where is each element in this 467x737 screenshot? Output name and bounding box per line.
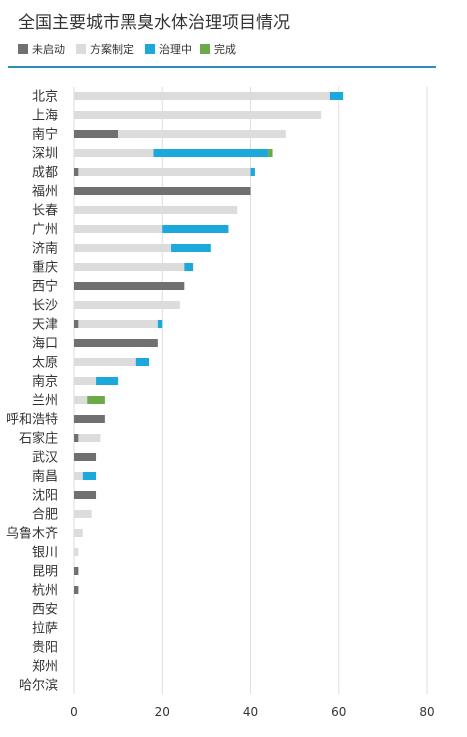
bar-18-series-0 (74, 434, 79, 442)
bar-2-series-0 (74, 130, 119, 138)
bar-6-series-1 (74, 206, 238, 214)
bar-14-series-1 (74, 358, 136, 366)
legend-label-not-started: 未启动 (32, 43, 65, 56)
category-label-12: 天津 (32, 318, 58, 333)
x-tick-labels: 0 20 40 60 80 (70, 705, 434, 719)
bar-12-series-0 (74, 320, 79, 328)
bar-16-series-3 (87, 396, 105, 404)
bar-13-series-0 (74, 339, 158, 347)
title-rule (8, 66, 436, 68)
bar-21-series-0 (74, 491, 97, 499)
bar-24-series-1 (74, 548, 79, 556)
legend-item-planning: 方案制定 (76, 42, 134, 58)
legend-item-in-progress: 治理中 (145, 42, 192, 58)
category-label-2: 南宁 (32, 127, 58, 143)
bar-0-series-2 (329, 92, 344, 100)
bar-0-series-1 (74, 92, 330, 100)
bar-2-series-1 (118, 130, 286, 138)
bar-11-series-1 (74, 301, 180, 309)
category-label-16: 兰州 (32, 394, 58, 409)
category-label-1: 上海 (32, 109, 58, 124)
category-label-19: 武汉 (32, 451, 58, 466)
category-label-11: 长沙 (32, 299, 58, 314)
bar-20-series-1 (74, 472, 83, 480)
category-label-28: 拉萨 (32, 622, 58, 637)
bar-16-series-1 (74, 396, 88, 404)
bar-8-series-2 (171, 244, 211, 252)
bar-8-series-1 (74, 244, 172, 252)
legend-item-completed: 完成 (200, 42, 236, 58)
category-label-7: 广州 (32, 223, 58, 238)
category-label-17: 呼和浩特 (6, 413, 58, 428)
category-label-23: 乌鲁木齐 (6, 526, 58, 542)
bar-4-series-1 (78, 168, 251, 176)
bar-5-series-0 (74, 187, 251, 195)
bar-15-series-1 (74, 377, 97, 385)
category-label-3: 深圳 (32, 147, 58, 162)
legend-swatch-completed (200, 44, 210, 54)
category-label-4: 成都 (32, 166, 58, 181)
category-label-25: 昆明 (32, 565, 58, 580)
bar-22-series-1 (74, 510, 92, 518)
bar-3-series-1 (74, 149, 154, 157)
legend-swatch-planning (76, 44, 86, 54)
category-label-26: 杭州 (32, 584, 58, 599)
category-label-24: 银川 (32, 546, 58, 561)
category-label-13: 海口 (32, 337, 58, 352)
bar-3-series-2 (153, 149, 269, 157)
bar-4-series-2 (250, 168, 255, 176)
bar-15-series-2 (96, 377, 119, 385)
bar-group (74, 92, 344, 594)
bar-12-series-2 (157, 320, 163, 328)
bar-14-series-2 (135, 358, 150, 366)
bar-23-series-1 (74, 529, 83, 537)
x-tick-label-60: 60 (331, 705, 346, 719)
category-label-22: 合肥 (32, 508, 58, 523)
bar-1-series-1 (74, 111, 322, 119)
category-label-10: 西宁 (32, 279, 58, 295)
chart-title: 全国主要城市黑臭水体治理项目情况 (18, 13, 290, 33)
category-label-9: 重庆 (32, 260, 58, 276)
category-label-30: 郑州 (32, 660, 58, 675)
category-label-31: 哈尔滨 (19, 678, 58, 694)
bar-17-series-0 (74, 415, 105, 423)
bar-18-series-1 (78, 434, 101, 442)
bar-12-series-1 (78, 320, 158, 328)
category-label-14: 太原 (32, 356, 58, 371)
category-label-8: 济南 (32, 241, 58, 257)
bar-26-series-0 (74, 586, 79, 594)
legend-swatch-not-started (18, 44, 28, 54)
category-labels: 北京上海南宁深圳成都福州长春广州济南重庆西宁长沙天津海口太原南京兰州呼和浩特石家… (6, 90, 58, 694)
bar-7-series-1 (74, 225, 163, 233)
x-tick-label-40: 40 (243, 705, 258, 719)
gridlines (73, 87, 428, 694)
category-label-29: 贵阳 (32, 641, 58, 656)
bar-10-series-0 (74, 282, 185, 290)
category-label-5: 福州 (32, 185, 58, 200)
x-tick-label-80: 80 (419, 705, 434, 719)
bar-25-series-0 (74, 567, 79, 575)
category-label-27: 西安 (32, 603, 58, 618)
bar-9-series-1 (74, 263, 185, 271)
legend-item-not-started: 未启动 (18, 42, 65, 58)
bar-4-series-0 (74, 168, 79, 176)
bar-9-series-2 (184, 263, 194, 271)
legend-swatch-in-progress (145, 44, 155, 54)
x-tick-label-20: 20 (155, 705, 170, 719)
legend-label-completed: 完成 (214, 43, 236, 56)
category-label-15: 南京 (32, 374, 58, 390)
x-tick-label-0: 0 (70, 705, 78, 719)
category-label-0: 北京 (32, 90, 58, 105)
legend-label-in-progress: 治理中 (159, 43, 192, 56)
category-label-6: 长春 (32, 204, 58, 219)
bar-7-series-2 (162, 225, 229, 233)
bar-3-series-3 (268, 149, 273, 157)
category-label-20: 南昌 (32, 469, 58, 485)
bar-20-series-2 (82, 472, 97, 480)
category-label-18: 石家庄 (19, 431, 58, 447)
legend-label-planning: 方案制定 (90, 43, 134, 56)
bar-19-series-0 (74, 453, 97, 461)
category-label-21: 沈阳 (32, 489, 58, 504)
